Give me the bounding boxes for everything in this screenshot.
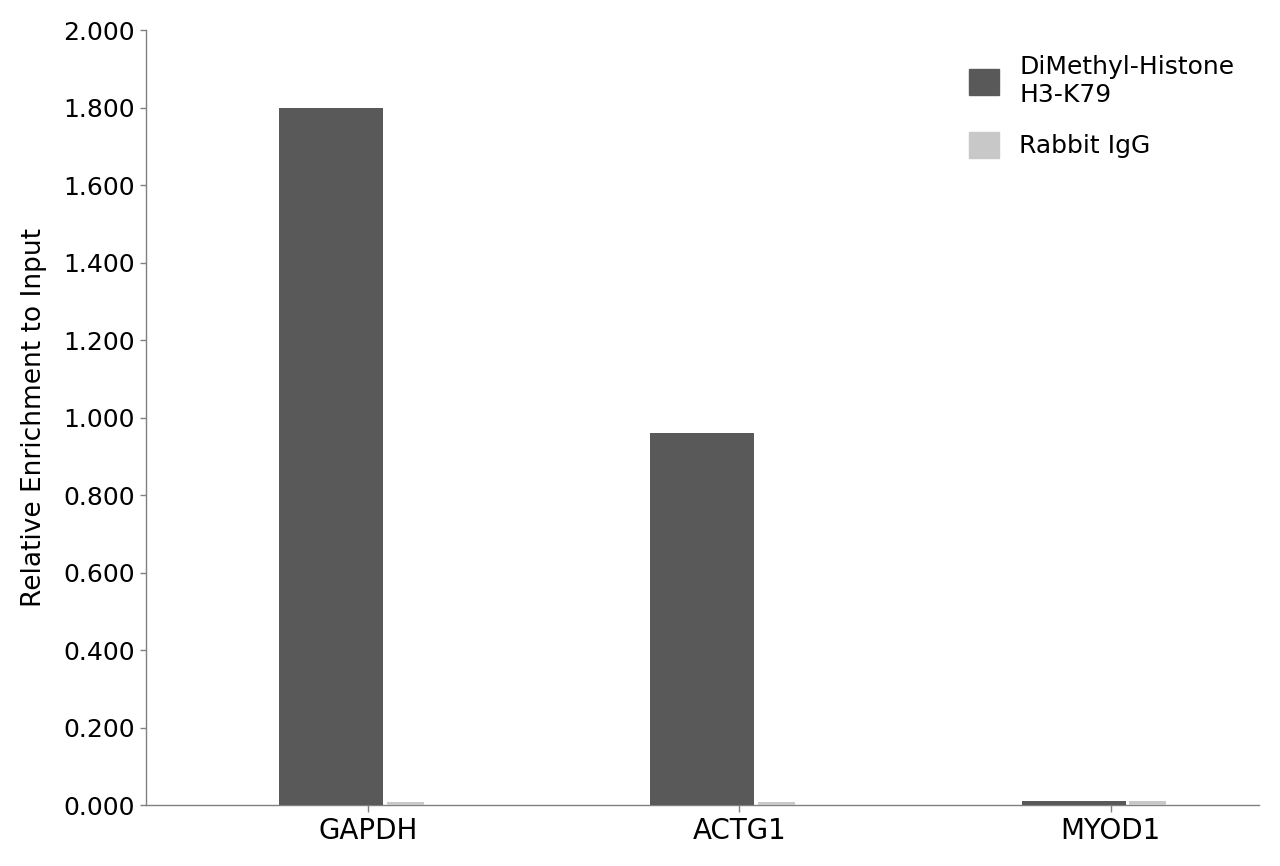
Bar [387, 802, 424, 805]
Y-axis label: Relative Enrichment to Input: Relative Enrichment to Input [20, 229, 47, 607]
Bar [650, 433, 754, 805]
Bar [758, 802, 795, 805]
Bar [279, 108, 383, 805]
Legend: DiMethyl-Histone
H3-K79, Rabbit IgG: DiMethyl-Histone H3-K79, Rabbit IgG [956, 42, 1247, 171]
Bar [1129, 801, 1166, 805]
Bar [1021, 802, 1125, 805]
